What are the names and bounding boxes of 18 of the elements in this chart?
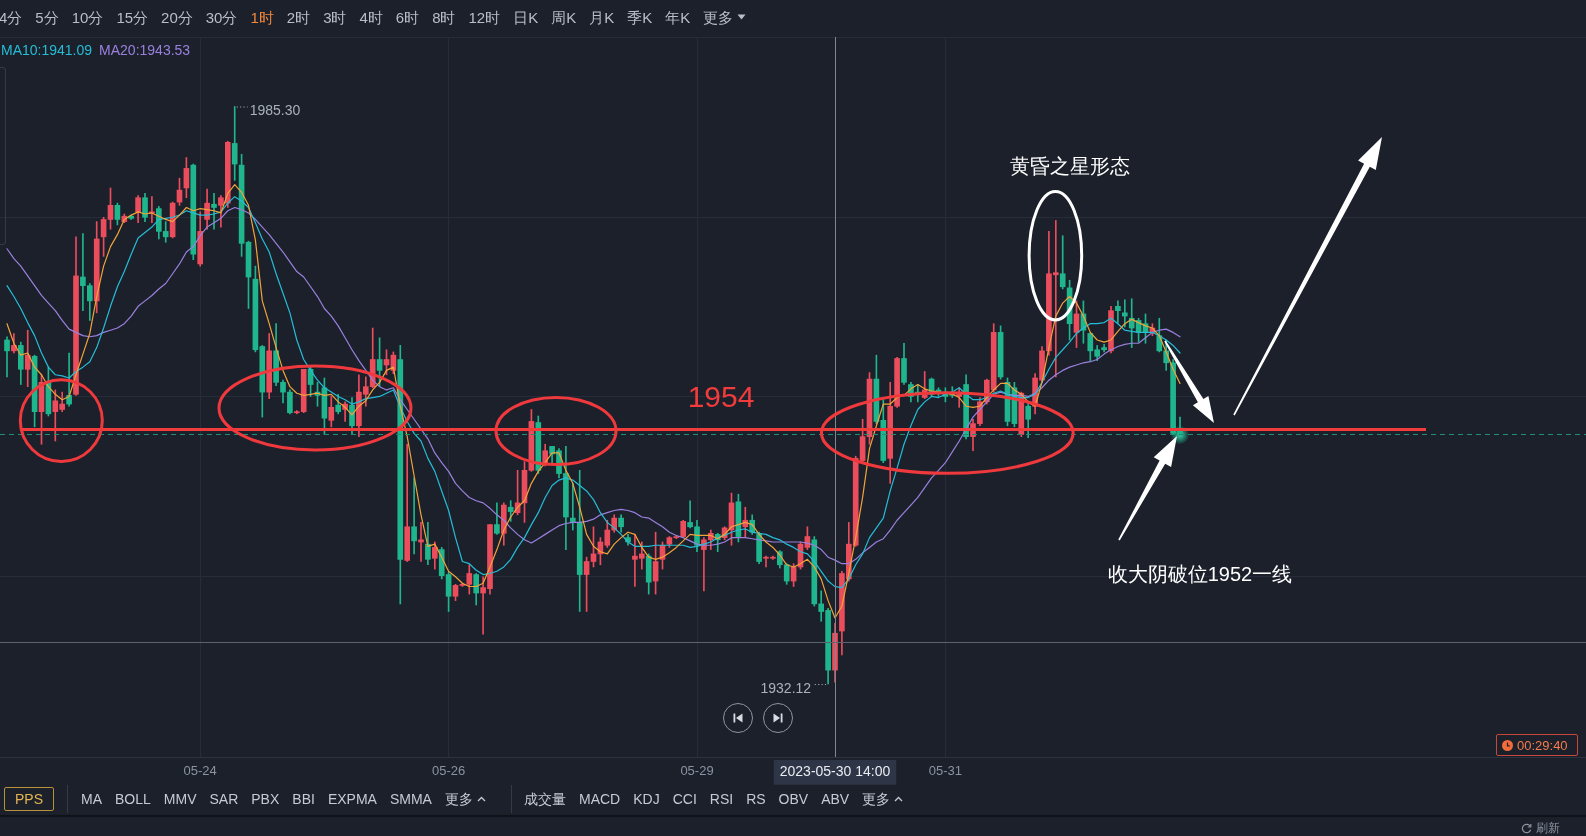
text: 成交量 MACD KDJ CCI RSI RS OBV ABV 更多 xyxy=(524,791,891,807)
x-tick-label: 05-26 xyxy=(431,763,466,779)
text: 刷新 xyxy=(1536,821,1560,835)
annotation: 1985.30 xyxy=(249,102,301,119)
text: MA BOLL MMV SAR PBX BBI EXPMA SMMA 更多 xyxy=(81,791,473,807)
x-tick-label: 05-31 xyxy=(928,763,963,779)
text: MA10:1941.09 xyxy=(1,42,93,58)
timer-badge: 00:29:40 xyxy=(1496,734,1578,756)
annotation: 1932.12 xyxy=(760,679,812,696)
annotation: 黄昏之星形态 xyxy=(1010,155,1130,177)
x-tick-label: 05-24 xyxy=(183,763,217,779)
x-tick-label: 05-29 xyxy=(680,763,714,779)
text: 4分 5分 10分 15分 20分 30分 1时 2时 3时 4时 6时 8时 12时 日K 周K 月K 季K 年K 更多 xyxy=(0,8,734,26)
annotation: 1954 xyxy=(687,380,755,413)
text: MA20:1943.53 xyxy=(99,42,191,58)
x-tick-label: 2023-05-30 14:00 xyxy=(779,763,891,780)
tab-button: PPS xyxy=(4,787,54,811)
annotation: 收大阴破位1952一线 xyxy=(1107,563,1293,585)
